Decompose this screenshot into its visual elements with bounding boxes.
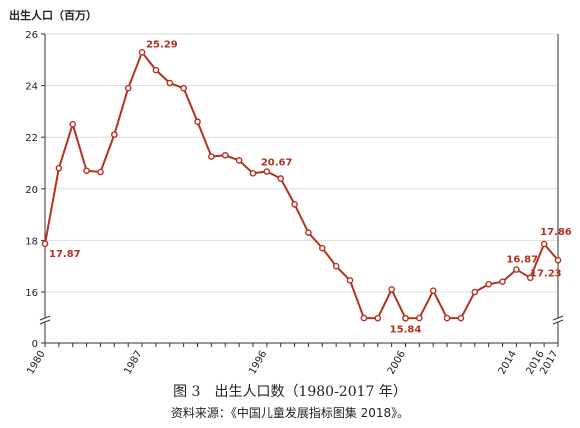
data-point	[443, 314, 451, 322]
data-points	[41, 49, 562, 322]
data-point	[471, 288, 479, 296]
data-point	[513, 266, 520, 273]
y-tick-label: 16	[25, 288, 38, 299]
y-tick-label: 18	[25, 236, 38, 247]
data-point	[263, 168, 271, 175]
data-point	[249, 170, 257, 177]
y-tick-label: 26	[25, 30, 38, 41]
data-point	[305, 229, 312, 236]
data-point	[360, 314, 368, 322]
data-point	[55, 164, 63, 172]
data-point	[83, 167, 90, 175]
data-point	[526, 274, 534, 282]
y-tick-label: 0	[32, 339, 38, 350]
y-tick-label: 20	[25, 185, 38, 196]
data-point	[152, 66, 160, 74]
gridlines	[45, 33, 558, 293]
data-point	[416, 314, 423, 322]
data-point	[124, 84, 132, 92]
data-label: 17.23	[530, 268, 562, 279]
data-point	[318, 244, 326, 252]
axis-break-mark	[39, 315, 51, 321]
series-line	[44, 51, 559, 320]
data-point	[180, 84, 187, 92]
data-point	[429, 287, 437, 295]
axis-break-mark	[39, 319, 51, 325]
data-label: 17.87	[49, 249, 81, 260]
data-point	[111, 131, 118, 138]
data-label: 25.29	[146, 39, 178, 50]
data-point	[221, 151, 229, 159]
axis-break-mark	[552, 315, 564, 321]
y-axis-label: 出生人口（百万）	[9, 8, 97, 22]
data-point	[402, 314, 409, 322]
axis-break-mark	[552, 319, 564, 325]
data-label: 20.67	[261, 158, 293, 169]
data-point	[332, 262, 340, 270]
data-point	[138, 49, 146, 56]
data-point	[291, 200, 298, 208]
x-tick-label: 1987	[122, 349, 144, 377]
data-point	[554, 256, 562, 264]
data-point	[540, 240, 548, 248]
data-label: 16.87	[506, 255, 538, 266]
data-point	[346, 277, 354, 284]
data-label: 17.86	[540, 227, 572, 238]
data-point	[374, 314, 382, 322]
data-labels: 17.87 25.29 20.67 15.84 16.87 17.86 17.23	[49, 39, 572, 335]
x-tick-label: 2006	[386, 349, 408, 377]
data-point	[235, 157, 243, 164]
x-tick-label: 1996	[247, 349, 269, 377]
data-point	[208, 153, 215, 160]
data-point	[499, 278, 506, 285]
figure-caption: 图 3 出生人口数（1980-2017 年）	[173, 384, 407, 400]
x-tick-label: 1980	[25, 349, 47, 377]
data-point	[277, 175, 285, 182]
data-point	[485, 280, 492, 288]
y-tick-label: 24	[25, 82, 38, 93]
data-point	[97, 168, 104, 176]
data-point	[166, 79, 174, 87]
data-label: 15.84	[390, 324, 422, 335]
series-line-path	[44, 51, 559, 320]
x-tick-label: 2014	[497, 349, 519, 377]
y-tick-label: 22	[25, 133, 38, 144]
data-point	[457, 314, 465, 322]
data-point	[388, 286, 395, 293]
source-note: 资料来源：《中国儿童发展指标图集 2018》。	[170, 406, 410, 420]
data-point	[69, 121, 77, 128]
data-point	[194, 118, 201, 126]
data-point	[41, 240, 49, 248]
